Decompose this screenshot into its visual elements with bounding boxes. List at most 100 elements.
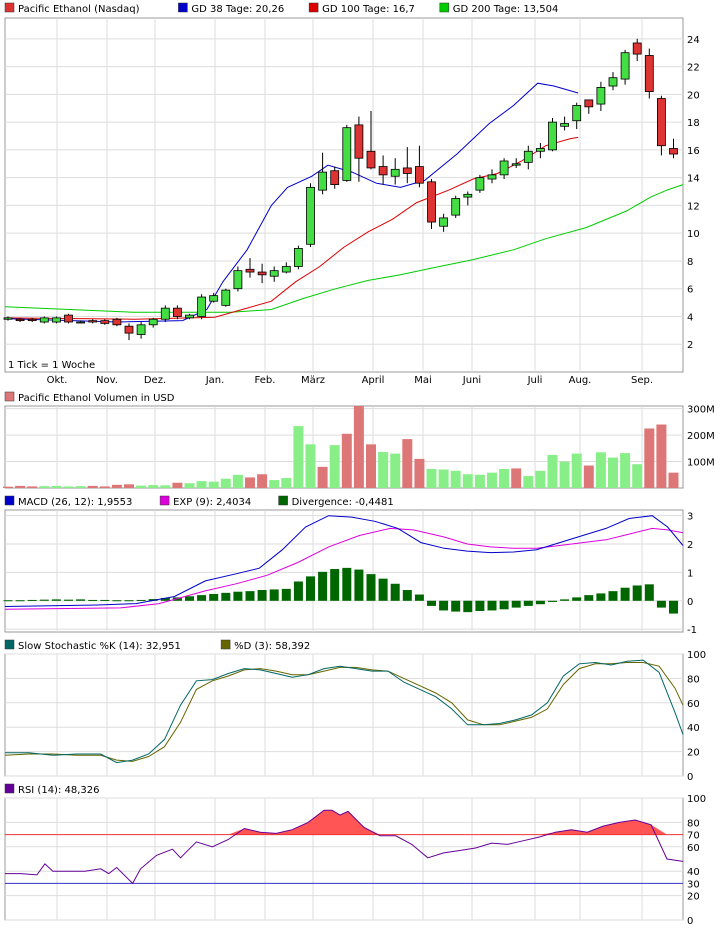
candle-body bbox=[100, 320, 110, 324]
volume-bar bbox=[269, 480, 280, 488]
macd-panel: MACD (26, 12): 1,9553 EXP (9): 2,4034 Dive… bbox=[3, 495, 697, 636]
volume-bar bbox=[293, 426, 304, 488]
candle-body bbox=[160, 307, 170, 320]
divergence-bar bbox=[463, 600, 473, 613]
volume-bar bbox=[329, 445, 340, 488]
candle-body bbox=[632, 42, 642, 55]
rsi-panel: RSI (14): 48,326 0 20 40 60 80 100 70 30 bbox=[4, 783, 706, 927]
candle-body bbox=[269, 270, 279, 277]
divergence-bar bbox=[451, 600, 461, 612]
legend-label: %D (3): 58,392 bbox=[234, 641, 310, 652]
y-tick-label: 8 bbox=[687, 257, 693, 268]
candle-body bbox=[221, 289, 231, 306]
candle-body bbox=[124, 325, 134, 334]
volume-bar bbox=[499, 468, 510, 488]
candle-body bbox=[112, 318, 122, 326]
divergence-bar bbox=[608, 591, 618, 601]
y-tick-label: 60 bbox=[687, 843, 700, 854]
volume-bar bbox=[3, 486, 13, 488]
candle-body bbox=[148, 318, 158, 326]
candle-body bbox=[402, 167, 412, 174]
divergence-bar bbox=[221, 592, 231, 601]
rsi-overbought-fill bbox=[5, 810, 683, 835]
legend-label: Slow Stochastic %K (14): 32,951 bbox=[18, 641, 181, 652]
exp-line bbox=[4, 527, 684, 610]
volume-bar bbox=[547, 454, 558, 488]
y-tick-label: 40 bbox=[687, 723, 700, 734]
divergence-bar bbox=[656, 600, 666, 608]
candle-body bbox=[669, 148, 678, 155]
divergence-bar bbox=[378, 578, 388, 601]
volume-bar bbox=[535, 470, 546, 488]
panel-frame bbox=[4, 17, 684, 373]
divergence-bar bbox=[632, 585, 642, 601]
volume-panel: Pacific Ethanol Volumen in USD 100M 200M 30… bbox=[3, 391, 715, 489]
legend-swatch bbox=[220, 639, 231, 650]
y-tick-label: 100M bbox=[687, 458, 715, 469]
volume-bar bbox=[184, 483, 195, 488]
candle-body bbox=[523, 150, 533, 163]
gd38-line bbox=[4, 82, 579, 323]
volume-bar bbox=[583, 465, 594, 488]
divergence-bar bbox=[306, 576, 315, 601]
divergence-bar bbox=[269, 589, 279, 601]
x-tick-label: Jan. bbox=[205, 375, 225, 386]
volume-bar bbox=[220, 478, 231, 488]
candle-body bbox=[536, 148, 545, 152]
volume-bar bbox=[644, 428, 655, 488]
legend-swatch bbox=[439, 2, 450, 13]
candle-body bbox=[330, 170, 340, 185]
y-tick-label: 0 bbox=[687, 772, 693, 783]
divergence-bar bbox=[27, 599, 37, 601]
candle-body bbox=[293, 248, 303, 267]
candle-body bbox=[608, 77, 618, 87]
volume-bar bbox=[63, 486, 74, 488]
candle-body bbox=[27, 318, 37, 322]
legend-swatch bbox=[4, 783, 15, 794]
y-tick-label: 2 bbox=[687, 540, 693, 551]
candle-body bbox=[88, 320, 98, 323]
volume-bar bbox=[172, 482, 183, 488]
candle-body bbox=[390, 168, 400, 177]
divergence-bar bbox=[414, 594, 424, 601]
volume-bar bbox=[511, 468, 522, 488]
volume-bar bbox=[305, 444, 316, 488]
volume-bar bbox=[595, 452, 606, 488]
candle-body bbox=[596, 87, 606, 105]
y-tick-label: 6 bbox=[687, 285, 693, 296]
candle-body bbox=[233, 270, 243, 290]
y-tick-label: 24 bbox=[687, 35, 700, 46]
divergence-bar bbox=[535, 600, 545, 605]
y-tick-label: 80 bbox=[687, 818, 700, 829]
divergence-bar bbox=[209, 593, 219, 601]
y-tick-label: 3 bbox=[687, 512, 693, 523]
y-tick-label: 0 bbox=[687, 597, 693, 608]
candle-body bbox=[185, 314, 194, 319]
divergence-bar bbox=[523, 600, 533, 606]
divergence-bar bbox=[136, 599, 146, 601]
volume-bar bbox=[487, 472, 497, 488]
legend-swatch bbox=[308, 2, 319, 13]
x-tick-label: April bbox=[362, 375, 385, 386]
candle-body bbox=[15, 318, 25, 322]
y-tick-label: 100 bbox=[687, 794, 706, 805]
candle-body bbox=[39, 317, 49, 323]
x-tick-label: Okt. bbox=[47, 375, 68, 386]
candle-body bbox=[3, 317, 13, 320]
candle-body bbox=[427, 181, 436, 223]
divergence-bar bbox=[51, 599, 61, 601]
candle-body bbox=[644, 55, 654, 92]
legend-label: GD 100 Tage: 16,7 bbox=[322, 4, 415, 15]
y-tick-label: 200M bbox=[687, 431, 715, 442]
volume-bar bbox=[148, 485, 159, 488]
y-tick-label: 4 bbox=[687, 312, 693, 323]
volume-bar bbox=[341, 433, 352, 488]
divergence-bar bbox=[487, 600, 497, 611]
candle-body bbox=[52, 317, 61, 323]
legend-swatch bbox=[159, 495, 170, 506]
gd200-line bbox=[4, 184, 684, 313]
divergence-bar bbox=[293, 581, 303, 601]
divergence-bar bbox=[76, 599, 86, 601]
rsi-line bbox=[5, 809, 684, 885]
